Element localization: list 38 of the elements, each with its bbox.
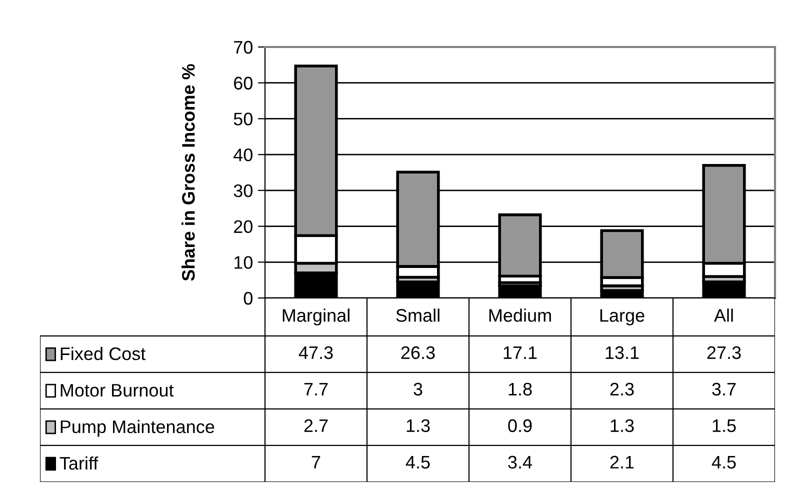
data-label: 13.1 (606, 346, 639, 360)
data-label: 7 (312, 456, 320, 468)
legend-label: Pump Maintenance (60, 420, 214, 437)
data-label: 1.3 (406, 419, 430, 432)
y-tick-label: 10 (234, 256, 252, 269)
data-label: 47.3 (298, 346, 333, 360)
data-label: 1.3 (610, 419, 634, 432)
data-label: 3.4 (508, 456, 532, 469)
x-tick-label: All (714, 308, 733, 322)
y-axis-title: Share in Gross Income % (182, 64, 195, 281)
y-tick-label: 0 (244, 292, 252, 305)
x-tick-label: Marginal (282, 308, 350, 326)
data-label: 3 (414, 382, 422, 396)
data-label: 3.7 (712, 382, 736, 396)
data-label: 4.5 (406, 456, 430, 469)
data-label: 17.1 (504, 346, 537, 359)
y-tick-label: 70 (234, 40, 252, 54)
legend-label: Fixed Cost (60, 346, 146, 360)
legend-label: Motor Burnout (60, 384, 174, 397)
y-tick-label: 30 (234, 184, 252, 198)
data-label: 1.5 (712, 419, 736, 432)
data-label: 2.3 (610, 382, 634, 396)
data-label: 26.3 (401, 346, 435, 360)
x-tick-label: Small (396, 308, 440, 322)
data-label: 7.7 (304, 382, 328, 396)
data-label: 2.1 (610, 456, 634, 468)
x-tick-label: Medium (489, 308, 551, 322)
data-label: 2.7 (304, 419, 328, 432)
y-tick-label: 20 (234, 220, 252, 234)
data-label: 4.5 (712, 456, 736, 469)
data-label: 0.9 (508, 419, 532, 432)
y-tick-label: 50 (234, 112, 252, 126)
y-tick-label: 60 (234, 76, 252, 90)
data-label: 27.3 (707, 346, 741, 360)
legend-label: Tariff (60, 456, 98, 470)
x-tick-label: Large (600, 309, 644, 326)
data-label: 1.8 (508, 382, 532, 396)
y-tick-label: 40 (234, 148, 252, 162)
